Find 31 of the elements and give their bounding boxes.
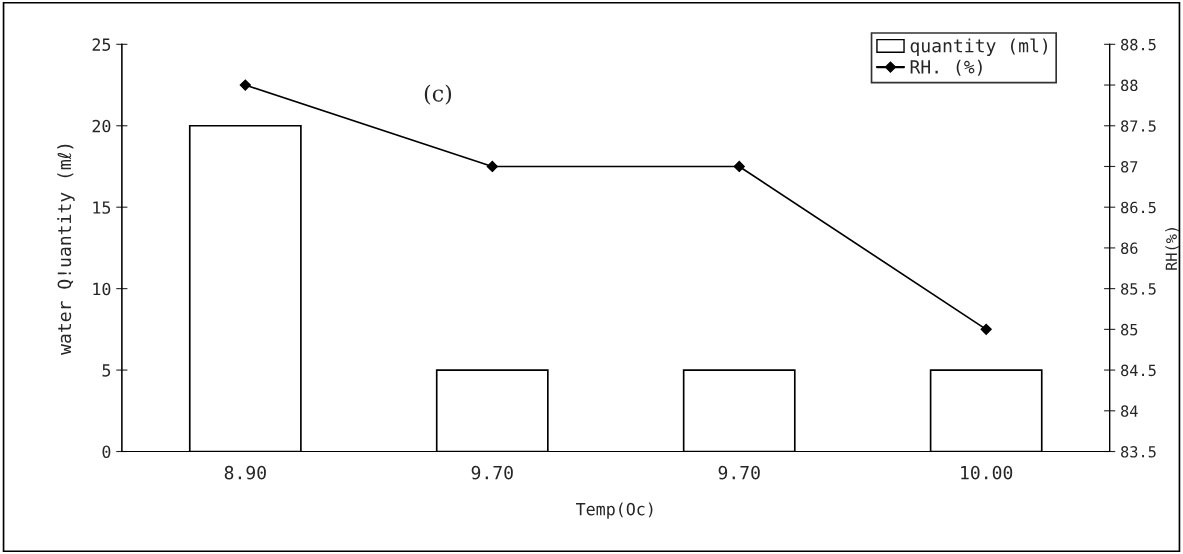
y-tick-label: 0: [102, 445, 111, 459]
legend-label: quantity (ml): [910, 38, 1048, 57]
y2-tick-label: 85: [1121, 323, 1138, 336]
y2-tick-label: 87: [1121, 160, 1138, 173]
point: [239, 79, 251, 91]
x-tick-label: 9.70: [471, 465, 513, 480]
y2-tick-label: 88: [1121, 79, 1138, 92]
annotation: (c): [424, 84, 452, 105]
y2-tick-label: 84: [1121, 405, 1138, 417]
y-tick-label: 10: [93, 282, 111, 296]
x-tick-label: 8.90: [224, 465, 266, 480]
x-tick-label: 9.70: [718, 465, 760, 480]
y-axis-title: water Q!uantity (mℓ): [57, 144, 75, 355]
legend-label: RH. (%): [910, 59, 982, 76]
x-tick-label: 10.00: [961, 465, 1013, 480]
y2-tick-label: 86: [1121, 242, 1138, 254]
point: [980, 323, 992, 335]
y2-tick-label: 86.5: [1121, 201, 1156, 214]
y-tick-label: 20: [92, 119, 111, 133]
point: [486, 160, 498, 173]
y-tick-label: 15: [93, 201, 111, 214]
point: [733, 160, 745, 173]
y2-axis-title: RH(%): [1165, 228, 1179, 270]
y-tick-label: 5: [102, 364, 111, 377]
y2-tick-label: 85.5: [1121, 283, 1156, 295]
y2-tick-label: 84.5: [1121, 364, 1156, 377]
y2-tick-label: 87.5: [1121, 120, 1156, 132]
y2-tick-label: 88.5: [1121, 38, 1156, 51]
y-tick-label: 25: [92, 38, 111, 51]
x-axis-title: Temp(Oc): [576, 502, 653, 519]
y2-tick-label: 83.5: [1121, 446, 1156, 458]
